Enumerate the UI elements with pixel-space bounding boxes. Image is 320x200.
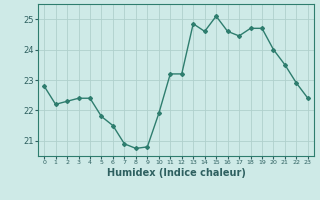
X-axis label: Humidex (Indice chaleur): Humidex (Indice chaleur) bbox=[107, 168, 245, 178]
